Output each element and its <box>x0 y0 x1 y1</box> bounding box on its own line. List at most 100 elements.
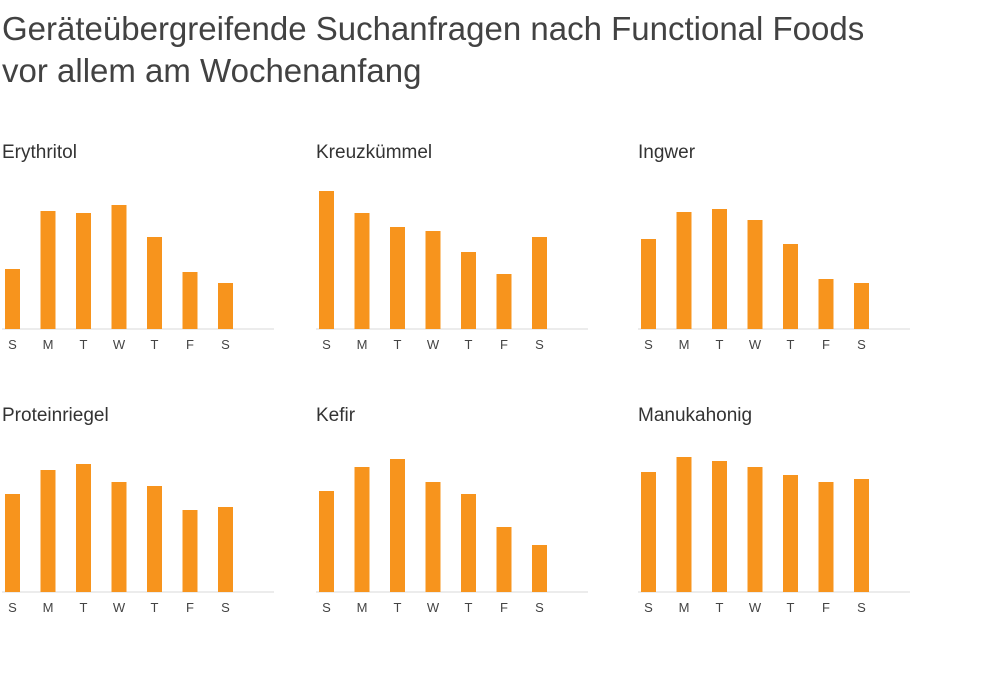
bar-2 <box>390 227 405 329</box>
x-tick-label: T <box>394 600 402 615</box>
x-tick-label: T <box>465 600 473 615</box>
bar-6 <box>218 507 233 592</box>
bar-3 <box>747 467 763 592</box>
x-tick-label: F <box>186 600 194 615</box>
bar-3 <box>111 482 127 592</box>
bar-0 <box>319 191 334 329</box>
x-tick-label: T <box>787 337 795 352</box>
x-tick-label: T <box>80 337 88 352</box>
x-tick-label: M <box>357 600 368 615</box>
chart-kreuzkuemmel: Kreuzkümmel S M T W T F S <box>316 141 616 411</box>
x-tick-label: M <box>43 337 54 352</box>
bar-4 <box>147 237 162 329</box>
title-line-1: Geräteübergreifende Suchanfragen nach Fu… <box>2 10 865 47</box>
bar-5 <box>818 279 834 329</box>
bar-3 <box>425 482 441 592</box>
x-tick-label: S <box>535 337 544 352</box>
x-tick-label: F <box>500 337 508 352</box>
bar-2 <box>712 209 727 329</box>
bar-6 <box>854 283 869 329</box>
x-tick-label: S <box>322 337 331 352</box>
title-line-2: vor allem am Wochenanfang <box>2 52 422 89</box>
bar-2 <box>76 464 91 592</box>
chart-title: Ingwer <box>638 142 696 163</box>
bar-5 <box>182 510 198 592</box>
chart-ingwer: Ingwer S M T W T F S <box>638 141 938 411</box>
x-tick-label: T <box>151 600 159 615</box>
bar-3 <box>747 220 763 329</box>
bar-1 <box>40 470 56 592</box>
bar-6 <box>218 283 233 329</box>
x-tick-label: W <box>749 337 762 352</box>
bar-1 <box>354 213 370 329</box>
x-tick-label: T <box>716 337 724 352</box>
bar-4 <box>147 486 162 592</box>
bar-1 <box>40 211 56 329</box>
bar-2 <box>390 459 405 592</box>
bar-0 <box>641 239 656 329</box>
bar-5 <box>182 272 198 329</box>
x-tick-label: S <box>857 600 866 615</box>
x-tick-label: M <box>357 337 368 352</box>
bar-0 <box>5 269 20 329</box>
bar-6 <box>532 545 547 592</box>
bar-4 <box>783 244 798 329</box>
x-tick-label: S <box>857 337 866 352</box>
bar-1 <box>354 467 370 592</box>
x-tick-label: M <box>43 600 54 615</box>
chart-title: Proteinriegel <box>2 405 109 426</box>
bar-0 <box>5 494 20 592</box>
x-tick-label: W <box>749 600 762 615</box>
x-tick-label: T <box>716 600 724 615</box>
x-tick-label: M <box>679 600 690 615</box>
bar-1 <box>676 457 692 592</box>
x-tick-label: T <box>787 600 795 615</box>
bar-5 <box>496 274 512 329</box>
bar-2 <box>712 461 727 592</box>
chart-title: Kefir <box>316 405 356 426</box>
chart-title: Kreuzkümmel <box>316 142 433 163</box>
x-tick-label: T <box>80 600 88 615</box>
chart-erythritol: Erythritol S M T W T F S <box>2 141 302 411</box>
x-tick-label: F <box>822 337 830 352</box>
x-tick-label: W <box>113 337 126 352</box>
bar-4 <box>783 475 798 592</box>
chart-kefir: Kefir S M T W T F S <box>316 404 616 674</box>
bar-5 <box>818 482 834 592</box>
x-tick-label: S <box>8 337 17 352</box>
bar-5 <box>496 527 512 592</box>
chart-proteinriegel: Proteinriegel S M T W T F S <box>2 404 302 674</box>
x-tick-label: S <box>322 600 331 615</box>
x-tick-label: W <box>427 337 440 352</box>
x-tick-label: T <box>394 337 402 352</box>
bar-2 <box>76 213 91 329</box>
x-tick-label: S <box>221 337 230 352</box>
bar-6 <box>854 479 869 592</box>
x-tick-label: W <box>427 600 440 615</box>
x-tick-label: S <box>8 600 17 615</box>
x-tick-label: S <box>221 600 230 615</box>
bar-4 <box>461 252 476 329</box>
x-tick-label: F <box>186 337 194 352</box>
x-tick-label: S <box>535 600 544 615</box>
bar-1 <box>676 212 692 329</box>
x-tick-label: S <box>644 337 653 352</box>
x-tick-label: F <box>822 600 830 615</box>
x-tick-label: S <box>644 600 653 615</box>
x-tick-label: F <box>500 600 508 615</box>
bar-3 <box>111 205 127 329</box>
chart-manukahonig: Manukahonig S M T W T F S <box>638 404 938 674</box>
x-tick-label: T <box>151 337 159 352</box>
x-tick-label: W <box>113 600 126 615</box>
bar-3 <box>425 231 441 329</box>
chart-title: Manukahonig <box>638 405 753 426</box>
x-tick-label: M <box>679 337 690 352</box>
bar-0 <box>319 491 334 592</box>
chart-title: Erythritol <box>2 142 77 163</box>
